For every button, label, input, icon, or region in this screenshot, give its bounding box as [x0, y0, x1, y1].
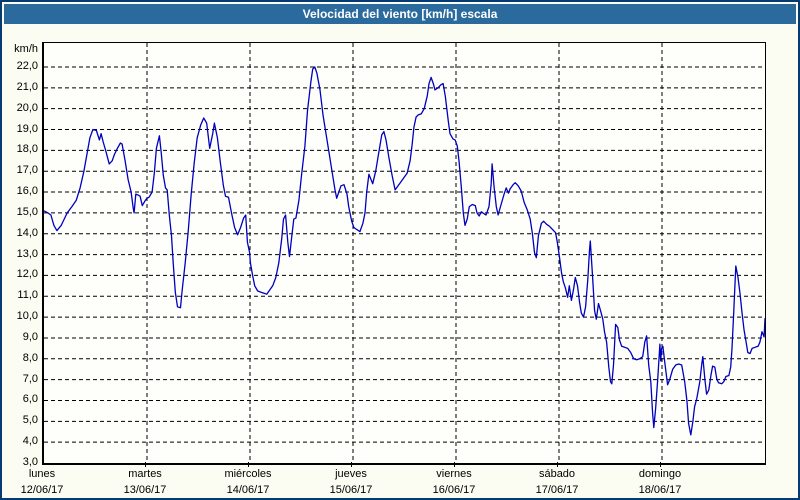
y-tick-label: 4,0	[22, 435, 38, 448]
day-date-label: 13/06/17	[123, 484, 167, 496]
y-axis-unit-label: km/h	[14, 43, 38, 55]
y-tick-label: 5,0	[22, 414, 38, 427]
y-tick-label: 8,0	[22, 351, 38, 364]
day-name-label: domingo	[638, 468, 682, 480]
y-tick-label: 15,0	[16, 205, 38, 218]
x-axis-tick	[351, 462, 352, 467]
y-tick-label: 22,0	[16, 59, 38, 72]
y-tick-label: 11,0	[17, 289, 38, 302]
y-tick-label: 6,0	[22, 393, 38, 406]
day-name-label: sábado	[538, 468, 576, 480]
y-tick-label: 14,0	[16, 226, 38, 239]
y-tick-label: 20,0	[16, 101, 38, 114]
title-bar: Velocidad del viento [km/h] escala	[4, 4, 796, 24]
y-tick-label: 12,0	[16, 268, 38, 281]
day-name-label: viernes	[436, 468, 472, 480]
day-name-label: jueves	[335, 468, 367, 480]
y-tick-label: 21,0	[16, 80, 38, 93]
wind-speed-line	[44, 66, 765, 436]
day-date-label: 15/06/17	[329, 484, 373, 496]
y-tick-label: 13,0	[16, 247, 38, 260]
plot-area	[42, 42, 766, 465]
day-date-label: 12/06/17	[20, 484, 64, 496]
y-tick-label: 7,0	[22, 372, 38, 385]
y-tick-label: 10,0	[16, 310, 38, 323]
x-axis-tick	[454, 462, 455, 467]
x-axis-tick	[557, 462, 558, 467]
wind-speed-chart-canvas	[44, 43, 765, 463]
y-tick-label: 16,0	[16, 185, 38, 198]
y-tick-label: 19,0	[16, 122, 38, 135]
x-axis-tick	[248, 462, 249, 467]
y-tick-label: 18,0	[16, 143, 38, 156]
day-name-label: miércoles	[224, 468, 272, 480]
day-date-label: 16/06/17	[432, 484, 476, 496]
y-tick-label: 3,0	[22, 456, 38, 468]
day-name-label: martes	[128, 468, 162, 480]
chart-title: Velocidad del viento [km/h] escala	[302, 7, 498, 21]
x-axis-tick	[660, 462, 661, 467]
day-name-label: lunes	[28, 468, 56, 480]
x-axis-tick	[145, 462, 146, 467]
day-date-label: 17/06/17	[535, 484, 579, 496]
day-date-label: 14/06/17	[226, 484, 270, 496]
day-date-label: 18/06/17	[638, 484, 682, 496]
y-tick-label: 17,0	[16, 164, 38, 177]
y-tick-label: 9,0	[22, 330, 38, 343]
